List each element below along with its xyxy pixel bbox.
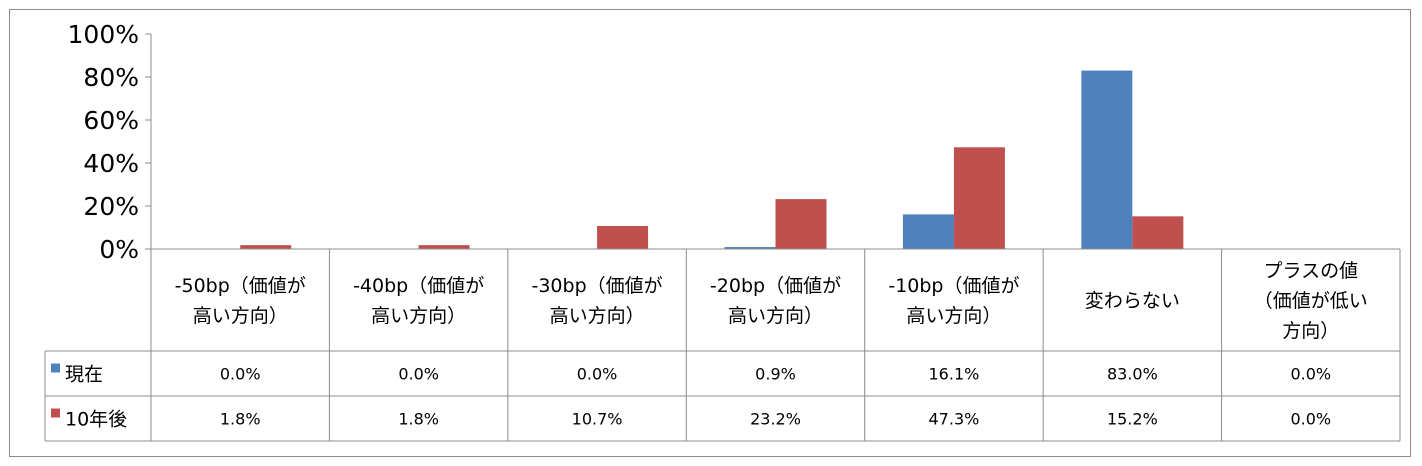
data-label-current-5: 83.0% bbox=[1107, 365, 1158, 384]
bar-10y-2 bbox=[597, 225, 649, 249]
bar-10y-3 bbox=[775, 199, 827, 249]
bar-current-3 bbox=[724, 247, 776, 249]
y-tick-label: 80% bbox=[83, 63, 139, 92]
category-label: 変わらない bbox=[1085, 290, 1180, 312]
bar-current-4 bbox=[902, 214, 954, 249]
data-label-10y-1: 1.8% bbox=[398, 410, 439, 429]
data-label-10y-0: 1.8% bbox=[220, 410, 261, 429]
category-label: 高い方向） bbox=[193, 305, 288, 327]
category-label: -20bp（価値が bbox=[710, 275, 841, 297]
category-label: 方向） bbox=[1282, 320, 1339, 342]
bar-10y-0 bbox=[240, 245, 292, 249]
data-label-10y-5: 15.2% bbox=[1107, 410, 1158, 429]
data-label-current-0: 0.0% bbox=[220, 365, 261, 384]
data-label-current-3: 0.9% bbox=[755, 365, 796, 384]
category-label: 高い方向） bbox=[371, 305, 466, 327]
data-label-10y-2: 10.7% bbox=[572, 410, 623, 429]
category-label: （価値が低い bbox=[1254, 290, 1368, 312]
bar-chart: 0%20%40%60%80%100%-50bp（価値が高い方向）-40bp（価値… bbox=[44, 20, 1401, 442]
data-label-current-1: 0.0% bbox=[398, 365, 439, 384]
y-tick-label: 20% bbox=[83, 192, 139, 221]
category-label: 高い方向） bbox=[550, 305, 645, 327]
category-label: -40bp（価値が bbox=[353, 275, 484, 297]
legend-swatch-10y bbox=[51, 408, 60, 418]
bar-10y-1 bbox=[418, 245, 470, 249]
chart-frame: 0% 20% 40% 60% 80% 100% -50bp（価値が 高い方向） -40bp（価値… bbox=[9, 9, 1411, 457]
y-tick-label: 100% bbox=[68, 20, 139, 49]
data-label-current-6: 0.0% bbox=[1290, 365, 1331, 384]
data-label-current-4: 16.1% bbox=[929, 365, 980, 384]
category-label: -50bp（価値が bbox=[175, 275, 306, 297]
data-label-10y-4: 47.3% bbox=[929, 410, 980, 429]
data-label-10y-6: 0.0% bbox=[1290, 410, 1331, 429]
bar-10y-4 bbox=[953, 147, 1005, 249]
y-tick-label: 40% bbox=[83, 149, 139, 178]
category-label: -30bp（価値が bbox=[531, 275, 662, 297]
category-label: -10bp（価値が bbox=[888, 275, 1019, 297]
data-label-current-2: 0.0% bbox=[577, 365, 618, 384]
legend-swatch-current bbox=[51, 363, 60, 373]
y-tick-label: 60% bbox=[83, 106, 139, 135]
legend-label-10y: 10年後 bbox=[65, 409, 127, 431]
bar-current-5 bbox=[1081, 70, 1133, 249]
y-tick-label: 0% bbox=[99, 235, 139, 264]
category-label: 高い方向） bbox=[728, 305, 823, 327]
data-label-10y-3: 23.2% bbox=[750, 410, 801, 429]
bar-10y-5 bbox=[1132, 216, 1184, 249]
category-label: プラスの値 bbox=[1263, 260, 1358, 282]
legend-label-current: 現在 bbox=[65, 364, 103, 386]
category-label: 高い方向） bbox=[906, 305, 1001, 327]
